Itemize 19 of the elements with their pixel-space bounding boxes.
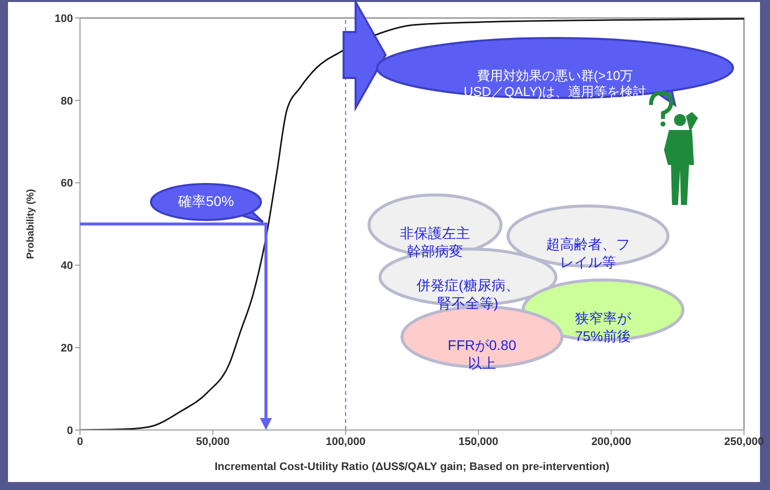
- x-tick-label: 100,000: [326, 436, 366, 448]
- y-tick-label: 80: [60, 95, 73, 108]
- annotation: FFRが0.80以上: [446, 337, 518, 372]
- y-axis-title: Probability (%): [26, 188, 37, 260]
- x-tick-label: 0: [76, 436, 84, 448]
- annotation: 狭窄率が75%前後: [574, 310, 632, 345]
- y-tick-label: 100: [54, 12, 73, 25]
- y-tick-label: 20: [60, 342, 73, 355]
- annotation: 非保護左主幹部病変: [399, 225, 471, 260]
- annotation: 確率50%: [176, 192, 235, 210]
- y-tick-label: 0: [66, 424, 73, 437]
- y-tick-label: 60: [60, 178, 73, 190]
- x-tick-label: 150,000: [458, 436, 498, 448]
- x-tick-label: 50,000: [196, 436, 230, 448]
- annotation: 併発症(糖尿病、腎不全等): [416, 277, 520, 312]
- x-tick-label: 200,000: [591, 436, 632, 448]
- x-axis-title: Incremental Cost-Utility Ratio (ΔUS$/QALY gain; Based on pre-intervention): [214, 461, 610, 473]
- annotation: 超高齢者、フレイル等: [545, 236, 631, 271]
- y-tick-label: 40: [60, 260, 73, 272]
